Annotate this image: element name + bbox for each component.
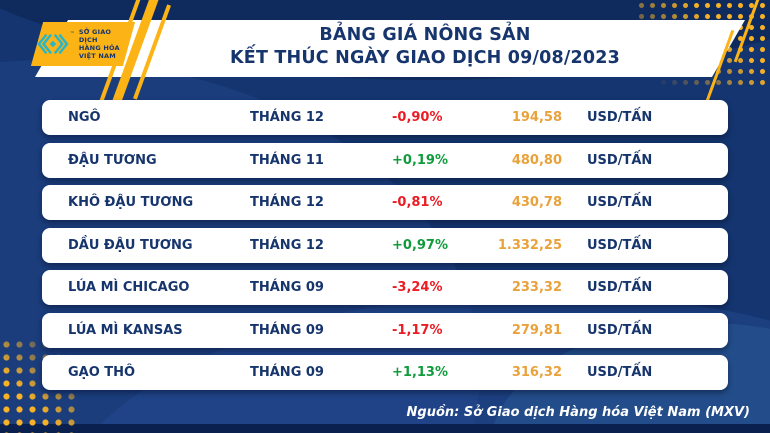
contract-month: THÁNG 09: [250, 280, 324, 295]
title-line-2: KẾT THÚC NGÀY GIAO DỊCH 09/08/2023: [230, 48, 620, 68]
mxv-chevrons-icon: [37, 33, 69, 55]
change-percent: -1,17%: [392, 322, 443, 338]
price-unit: USD/TẤN: [587, 110, 653, 125]
price-unit: USD/TẤN: [587, 322, 653, 338]
source-credit: Nguồn: Sở Giao dịch Hàng hóa Việt Nam (M…: [406, 405, 750, 420]
table-row: LÚA MÌ CHICAGO THÁNG 09 -3,24% 233,32 US…: [42, 270, 728, 305]
table-row: NGÔ THÁNG 12 -0,90% 194,58 USD/TẤN: [42, 100, 728, 135]
commodity-name: NGÔ: [68, 110, 101, 125]
price-value: 233,32: [511, 280, 562, 295]
bottom-bar: [0, 424, 770, 433]
table-row: ĐẬU TƯƠNG THÁNG 11 +0,19% 480,80 USD/TẤN: [42, 142, 728, 178]
change-percent: +0,97%: [392, 237, 448, 253]
trademark-symbol: ™: [69, 31, 75, 37]
price-unit: USD/TẤN: [587, 152, 653, 168]
table-row: DẦU ĐẬU TƯƠNG THÁNG 12 +0,97% 1.332,25 U…: [42, 227, 728, 263]
change-percent: -0,81%: [392, 195, 443, 210]
change-percent: +1,13%: [392, 365, 448, 380]
table-row: LÚA MÌ KANSAS THÁNG 09 -1,17% 279,81 USD…: [42, 312, 728, 348]
contract-month: THÁNG 12: [250, 195, 324, 210]
commodity-name: GẠO THÔ: [68, 365, 136, 380]
contract-month: THÁNG 09: [250, 322, 324, 338]
commodity-name: ĐẬU TƯƠNG: [68, 152, 157, 168]
price-value: 194,58: [511, 110, 562, 125]
table-row: KHÔ ĐẬU TƯƠNG THÁNG 12 -0,81% 430,78 USD…: [42, 185, 728, 220]
price-unit: USD/TẤN: [587, 237, 653, 253]
price-unit: USD/TẤN: [587, 280, 653, 295]
table-row: GẠO THÔ THÁNG 09 +1,13% 316,32 USD/TẤN: [42, 355, 728, 390]
price-value: 316,32: [511, 365, 562, 380]
page-title: BẢNG GIÁ NÔNG SẢN KẾT THÚC NGÀY GIAO DỊC…: [120, 24, 730, 70]
price-unit: USD/TẤN: [587, 365, 653, 380]
commodity-name: LÚA MÌ CHICAGO: [68, 280, 190, 295]
contract-month: THÁNG 12: [250, 110, 324, 125]
change-percent: -3,24%: [392, 280, 443, 295]
title-line-1: BẢNG GIÁ NÔNG SẢN: [319, 25, 531, 45]
contract-month: THÁNG 09: [250, 365, 324, 380]
contract-month: THÁNG 11: [250, 152, 324, 168]
price-value: 279,81: [511, 322, 562, 338]
commodity-name: LÚA MÌ KANSAS: [68, 322, 183, 338]
change-percent: -0,90%: [392, 110, 443, 125]
mxv-logo: ™ SỞ GIAO DỊCH HÀNG HÓA VIỆT NAM: [30, 22, 136, 66]
price-unit: USD/TẤN: [587, 195, 653, 210]
change-percent: +0,19%: [392, 152, 448, 168]
price-value: 430,78: [511, 195, 562, 210]
mxv-logo-inner: ™ SỞ GIAO DỊCH HÀNG HÓA VIỆT NAM: [37, 22, 129, 66]
price-value: 1.332,25: [497, 237, 562, 253]
commodity-name: DẦU ĐẬU TƯƠNG: [68, 237, 193, 253]
contract-month: THÁNG 12: [250, 237, 324, 253]
commodity-name: KHÔ ĐẬU TƯƠNG: [68, 195, 194, 210]
price-table: NGÔ THÁNG 12 -0,90% 194,58 USD/TẤN ĐẬU T…: [42, 100, 728, 398]
price-value: 480,80: [511, 152, 562, 168]
